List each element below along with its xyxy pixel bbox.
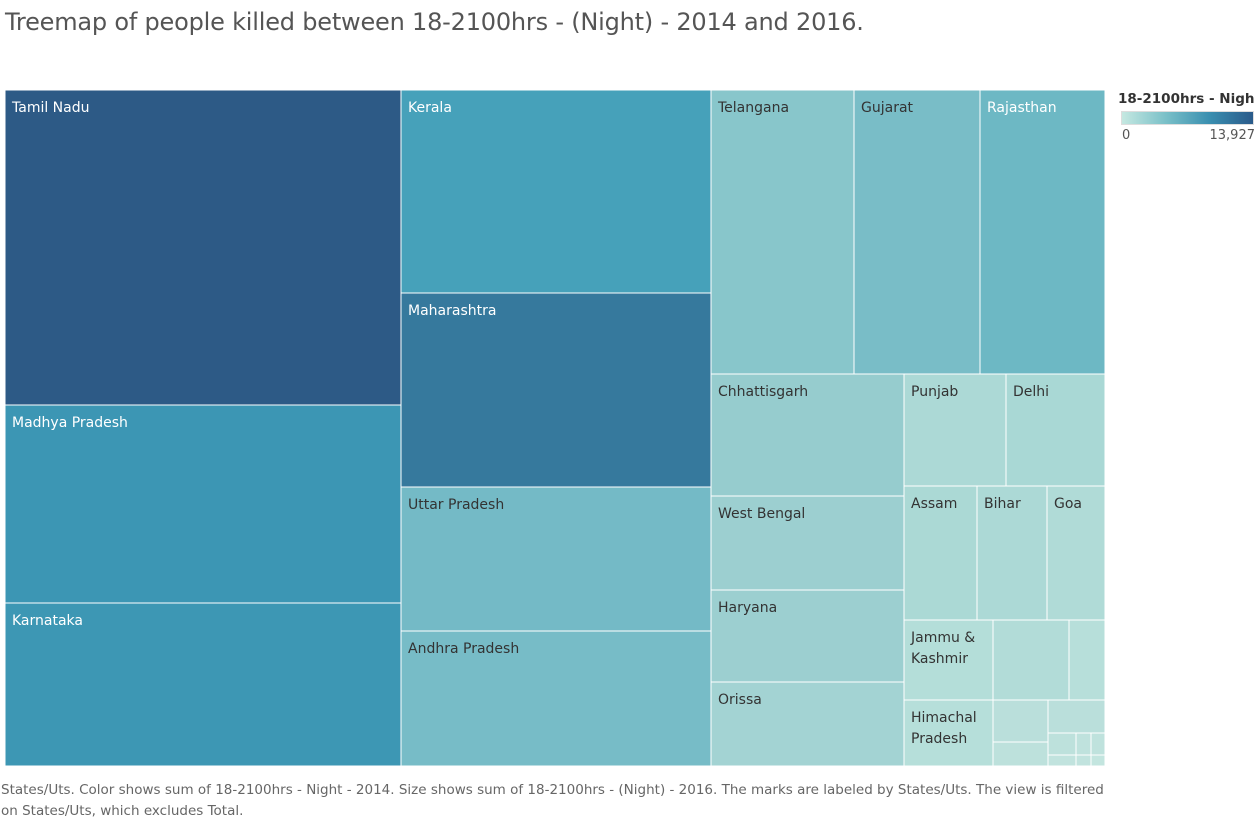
treemap-tile[interactable] bbox=[903, 373, 1007, 487]
legend-max-label: 13,927 bbox=[1209, 128, 1256, 143]
treemap-svg: Tamil Nadu Madhya Pradesh Karnataka Kerala M… bbox=[5, 90, 1105, 766]
tile-rajasthan[interactable]: Rajasthan bbox=[979, 90, 1105, 375]
tile-madhya-pradesh[interactable]: Madhya Pradesh bbox=[5, 404, 402, 604]
tile-label: Punjab bbox=[911, 384, 958, 400]
tile-label: Rajasthan bbox=[987, 100, 1057, 116]
tile-label: Chhattisgarh bbox=[718, 384, 808, 400]
tile-label: Goa bbox=[1054, 496, 1082, 512]
tile-punjab[interactable]: Punjab bbox=[903, 373, 1007, 487]
tile-unlabeled-20[interactable] bbox=[992, 619, 1070, 701]
treemap-tile[interactable] bbox=[1047, 732, 1077, 756]
tile-label: Assam bbox=[911, 496, 957, 512]
treemap-tile[interactable] bbox=[5, 90, 402, 406]
treemap-tile[interactable] bbox=[1075, 754, 1092, 766]
tile-maharashtra[interactable]: Maharashtra bbox=[400, 292, 712, 488]
treemap-tile[interactable] bbox=[710, 495, 905, 591]
tile-unlabeled-23[interactable] bbox=[992, 699, 1049, 743]
treemap-tile[interactable] bbox=[992, 699, 1049, 743]
treemap-tile[interactable] bbox=[1046, 485, 1105, 621]
tile-label: Jammu & Kashmir bbox=[910, 630, 975, 667]
treemap-tile[interactable] bbox=[1075, 732, 1092, 756]
tile-label: Tamil Nadu bbox=[11, 100, 90, 116]
tile-label: Karnataka bbox=[12, 613, 83, 629]
tile-label: Orissa bbox=[718, 692, 762, 708]
tile-orissa[interactable]: Orissa bbox=[710, 681, 905, 766]
tile-telangana[interactable]: Telangana bbox=[710, 90, 855, 375]
chart-caption: States/Uts. Color shows sum of 18-2100hr… bbox=[1, 782, 1104, 819]
tile-west-bengal[interactable]: West Bengal bbox=[710, 495, 905, 591]
tile-himachal-pradesh[interactable]: Himachal Pradesh bbox=[903, 699, 994, 766]
tile-unlabeled-24[interactable] bbox=[992, 741, 1049, 766]
treemap-tile[interactable] bbox=[903, 699, 994, 766]
tile-unlabeled-25[interactable] bbox=[1047, 699, 1105, 734]
tile-label: Maharashtra bbox=[408, 303, 496, 319]
tile-haryana[interactable]: Haryana bbox=[710, 589, 905, 683]
treemap-tile[interactable] bbox=[710, 589, 905, 683]
treemap-tile[interactable] bbox=[992, 619, 1070, 701]
treemap-tile[interactable] bbox=[710, 373, 905, 497]
tile-unlabeled-30[interactable] bbox=[1075, 754, 1092, 766]
tile-unlabeled-27[interactable] bbox=[1075, 732, 1092, 756]
tile-label: Telangana bbox=[717, 100, 789, 116]
treemap-tile[interactable] bbox=[1047, 699, 1105, 734]
tile-label: Gujarat bbox=[861, 100, 914, 116]
treemap-tile[interactable] bbox=[400, 486, 712, 632]
tile-unlabeled-29[interactable] bbox=[1047, 754, 1077, 766]
tile-uttar-pradesh[interactable]: Uttar Pradesh bbox=[400, 486, 712, 632]
tile-karnataka[interactable]: Karnataka bbox=[5, 602, 402, 766]
tile-gujarat[interactable]: Gujarat bbox=[853, 90, 981, 375]
color-legend: 18-2100hrs - Nigh.. 0 13,927 bbox=[1118, 91, 1256, 146]
treemap-tile[interactable] bbox=[5, 602, 402, 766]
tile-unlabeled-21[interactable] bbox=[1068, 619, 1105, 701]
treemap-chart: Tamil Nadu Madhya Pradesh Karnataka Kerala M… bbox=[5, 90, 1105, 766]
treemap-tile[interactable] bbox=[1068, 619, 1105, 701]
treemap-tile[interactable] bbox=[5, 404, 402, 604]
treemap-tile[interactable] bbox=[710, 681, 905, 766]
tile-label: Uttar Pradesh bbox=[408, 497, 504, 513]
treemap-tile[interactable] bbox=[400, 90, 712, 294]
tile-label: West Bengal bbox=[718, 506, 805, 522]
legend-title[interactable]: 18-2100hrs - Nigh.. bbox=[1118, 91, 1255, 107]
treemap-tile[interactable] bbox=[1047, 754, 1077, 766]
tile-label: Kerala bbox=[408, 100, 452, 116]
treemap-tile[interactable] bbox=[979, 90, 1105, 375]
tile-unlabeled-28[interactable] bbox=[1090, 732, 1105, 756]
chart-title: Treemap of people killed between 18-2100… bbox=[5, 8, 864, 36]
tile-tamil-nadu[interactable]: Tamil Nadu bbox=[5, 90, 402, 406]
tile-label: Bihar bbox=[984, 496, 1021, 512]
tile-unlabeled-26[interactable] bbox=[1047, 732, 1077, 756]
treemap-tile[interactable] bbox=[853, 90, 981, 375]
legend-min-label: 0 bbox=[1122, 128, 1131, 143]
treemap-tile[interactable] bbox=[400, 292, 712, 488]
tile-label: Himachal Pradesh bbox=[911, 710, 977, 747]
treemap-tile[interactable] bbox=[1090, 754, 1105, 766]
tile-label: Andhra Pradesh bbox=[408, 641, 519, 657]
tile-assam[interactable]: Assam bbox=[903, 485, 978, 621]
tile-chhattisgarh[interactable]: Chhattisgarh bbox=[710, 373, 905, 497]
tile-label: Haryana bbox=[718, 600, 777, 616]
treemap-tile[interactable] bbox=[903, 619, 994, 701]
tile-goa[interactable]: Goa bbox=[1046, 485, 1105, 621]
tile-andhra-pradesh[interactable]: Andhra Pradesh bbox=[400, 630, 712, 766]
treemap-tile[interactable] bbox=[400, 630, 712, 766]
treemap-tile[interactable] bbox=[1090, 732, 1105, 756]
tile-jammu-kashmir[interactable]: Jammu & Kashmir bbox=[903, 619, 994, 701]
treemap-tile[interactable] bbox=[992, 741, 1049, 766]
treemap-tile[interactable] bbox=[903, 485, 978, 621]
treemap-tile[interactable] bbox=[1005, 373, 1105, 487]
tile-label: Delhi bbox=[1013, 384, 1049, 400]
legend-gradient-bar bbox=[1121, 111, 1254, 125]
tile-delhi[interactable]: Delhi bbox=[1005, 373, 1105, 487]
treemap-tile[interactable] bbox=[710, 90, 855, 375]
tile-bihar[interactable]: Bihar bbox=[976, 485, 1048, 621]
legend-scale: 0 13,927 bbox=[1118, 128, 1256, 146]
tile-label: Madhya Pradesh bbox=[12, 415, 128, 431]
tile-unlabeled-31[interactable] bbox=[1090, 754, 1105, 766]
tile-kerala[interactable]: Kerala bbox=[400, 90, 712, 294]
treemap-tile[interactable] bbox=[976, 485, 1048, 621]
